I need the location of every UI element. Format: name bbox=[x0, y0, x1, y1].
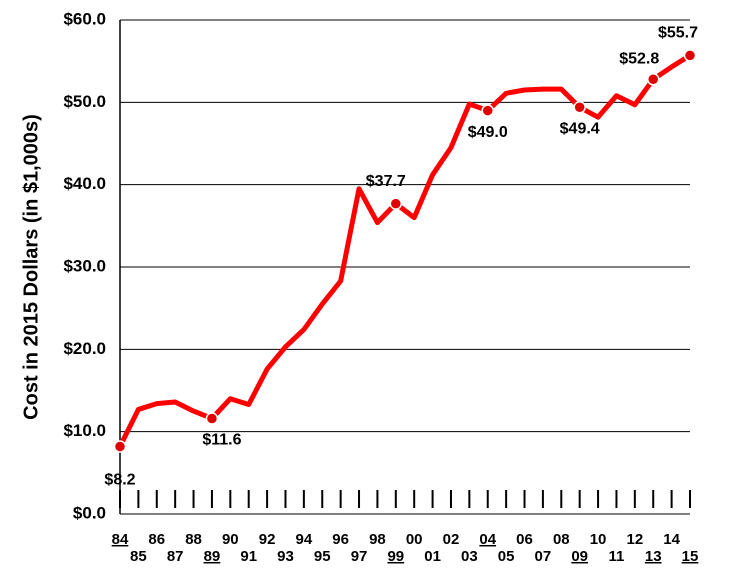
data-marker bbox=[573, 101, 586, 114]
y-tick-label: $10.0 bbox=[63, 421, 106, 440]
y-tick-label: $60.0 bbox=[63, 9, 106, 28]
x-tick-label: 12 bbox=[626, 531, 643, 548]
x-tick-label: 06 bbox=[516, 531, 533, 548]
x-tick-label: 87 bbox=[167, 548, 184, 565]
x-tick-label: 97 bbox=[351, 548, 368, 565]
x-tick-label: 13 bbox=[645, 548, 662, 565]
x-tick-label: 08 bbox=[553, 531, 570, 548]
value-label: $11.6 bbox=[202, 432, 241, 449]
x-tick-label: 90 bbox=[222, 531, 239, 548]
x-tick-label: 09 bbox=[571, 548, 588, 565]
x-tick-label: 14 bbox=[663, 531, 680, 548]
value-label: $49.0 bbox=[468, 124, 508, 141]
y-tick-label: $50.0 bbox=[63, 92, 106, 111]
x-tick-label: 03 bbox=[461, 548, 478, 565]
data-marker bbox=[481, 104, 494, 117]
x-tick-label: 01 bbox=[424, 548, 441, 565]
data-marker bbox=[389, 197, 403, 210]
data-marker bbox=[683, 49, 697, 62]
x-tick-label: 93 bbox=[277, 548, 294, 565]
x-tick-label: 91 bbox=[240, 548, 257, 565]
x-tick-label: 02 bbox=[443, 531, 460, 548]
y-tick-label: $20.0 bbox=[63, 339, 106, 358]
x-tick-label: 89 bbox=[204, 548, 221, 565]
x-tick-label: 11 bbox=[609, 548, 625, 565]
x-tick-label: 07 bbox=[535, 548, 552, 565]
value-label: $49.4 bbox=[560, 120, 600, 137]
x-tick-label: 05 bbox=[498, 548, 515, 565]
x-tick-label: 88 bbox=[185, 531, 202, 548]
value-label: $55.7 bbox=[658, 25, 698, 42]
x-tick-label: 92 bbox=[259, 531, 276, 548]
x-tick-label: 10 bbox=[590, 531, 607, 548]
x-tick-label: 86 bbox=[148, 531, 165, 548]
x-tick-label: 00 bbox=[406, 531, 423, 548]
y-axis-title: Cost in 2015 Dollars (in $1,000s) bbox=[20, 114, 42, 420]
value-label: $52.8 bbox=[619, 50, 659, 67]
x-tick-label: 99 bbox=[387, 548, 404, 565]
x-tick-label: 96 bbox=[332, 531, 349, 548]
x-tick-label: 84 bbox=[112, 531, 129, 548]
x-tick-label: 98 bbox=[369, 531, 386, 548]
y-tick-label: $0.0 bbox=[73, 503, 106, 522]
x-tick-label: 85 bbox=[130, 548, 147, 565]
x-tick-label: 95 bbox=[314, 548, 331, 565]
value-label: $37.7 bbox=[366, 173, 406, 190]
y-tick-label: $40.0 bbox=[63, 174, 106, 193]
data-line bbox=[117, 53, 692, 448]
data-marker bbox=[646, 73, 660, 86]
y-tick-label: $30.0 bbox=[63, 256, 106, 275]
value-label: $8.2 bbox=[104, 472, 135, 489]
data-marker bbox=[205, 412, 219, 425]
data-marker bbox=[113, 440, 127, 453]
x-tick-label: 94 bbox=[296, 531, 313, 548]
x-tick-label: 04 bbox=[479, 531, 496, 548]
x-tick-label: 15 bbox=[682, 548, 699, 565]
